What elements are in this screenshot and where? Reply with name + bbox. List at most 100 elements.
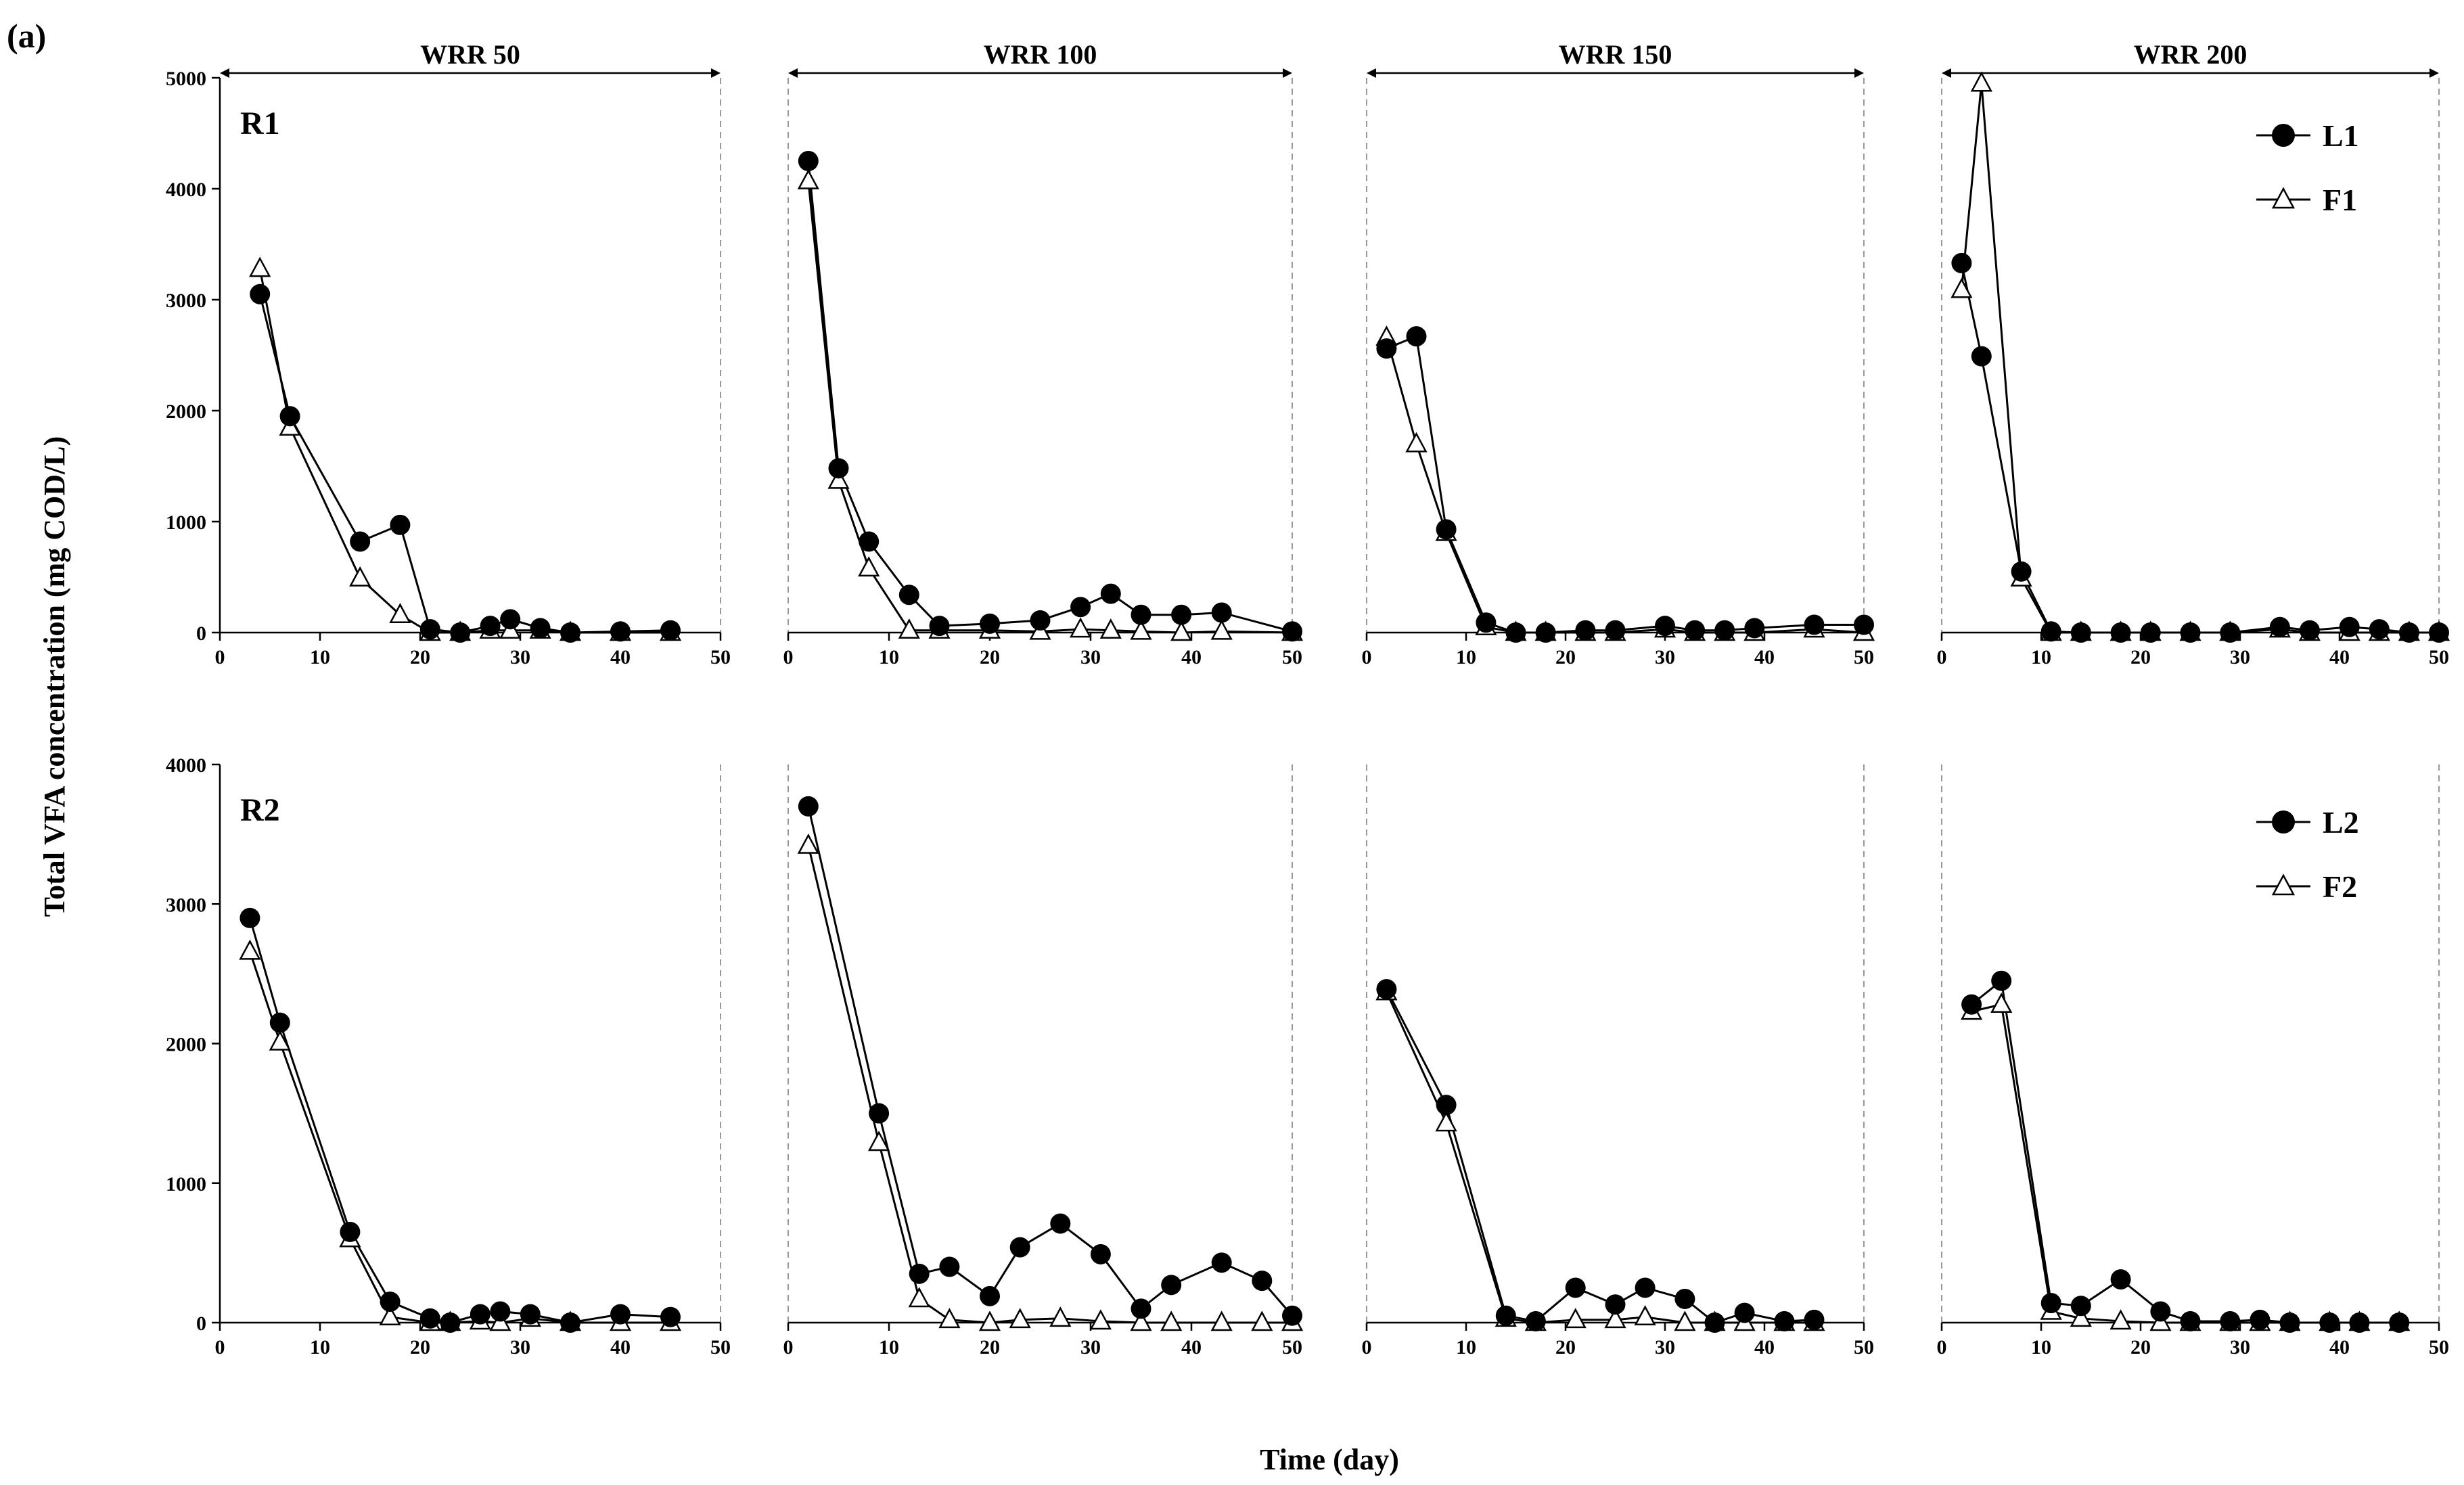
data-point-L2 <box>490 1301 511 1322</box>
y-tick-label: 2000 <box>166 1034 206 1056</box>
x-tick-label: 10 <box>2031 1336 2051 1358</box>
x-tick-label: 0 <box>1362 646 1372 668</box>
series-line-F2 <box>248 951 670 1324</box>
y-tick-label: 1000 <box>166 1173 206 1195</box>
data-point-L2 <box>1436 1095 1457 1116</box>
period-arrow-head-right <box>1283 68 1292 78</box>
series-line-L2 <box>1971 978 2400 1324</box>
data-point-L1 <box>1131 604 1151 625</box>
data-point-L2 <box>909 1263 930 1284</box>
data-point-L2 <box>2110 1269 2131 1290</box>
data-point-L2 <box>1635 1277 1656 1298</box>
x-tick-label: 50 <box>1282 646 1302 668</box>
y-tick-label: 5000 <box>166 68 206 90</box>
x-tick-label: 10 <box>879 646 899 668</box>
legend-marker-open <box>2271 187 2296 209</box>
legend-label: L1 <box>2323 118 2359 153</box>
data-point-L1 <box>2140 622 2161 643</box>
data-point-L2 <box>2250 1309 2271 1330</box>
data-point-F1 <box>1950 277 1973 298</box>
data-point-L1 <box>859 531 880 552</box>
data-point-L1 <box>1282 621 1302 642</box>
x-tick-label: 0 <box>1937 646 1947 668</box>
data-point-L1 <box>1971 346 1992 367</box>
x-tick-label: 20 <box>410 1336 430 1358</box>
data-point-L2 <box>269 1012 290 1033</box>
data-point-L1 <box>419 619 440 640</box>
series-line-L2 <box>248 917 671 1324</box>
period-arrow-head-left <box>1367 68 1376 78</box>
data-point-F2 <box>1009 1308 1031 1329</box>
y-tick-label: 3000 <box>166 290 206 312</box>
y-tick-label: 4000 <box>166 179 206 201</box>
x-tick-label: 10 <box>1456 1336 1476 1358</box>
data-point-L2 <box>380 1292 401 1312</box>
data-point-L1 <box>2398 622 2419 643</box>
data-point-F2 <box>1435 1111 1457 1132</box>
data-point-F2 <box>1674 1310 1696 1331</box>
x-tick-label: 30 <box>510 646 530 668</box>
x-tick-label: 30 <box>1080 646 1101 668</box>
data-point-L2 <box>2319 1312 2340 1333</box>
data-point-F2 <box>797 833 819 854</box>
data-point-L1 <box>2269 616 2290 637</box>
series-line-F1 <box>807 181 1293 634</box>
x-tick-label: 10 <box>310 646 330 668</box>
data-point-L2 <box>1525 1310 1546 1331</box>
x-tick-label: 10 <box>879 1336 899 1358</box>
x-tick-label: 40 <box>610 1336 631 1358</box>
data-point-L1 <box>2180 622 2201 643</box>
data-point-L2 <box>560 1312 580 1333</box>
data-point-L2 <box>419 1308 440 1329</box>
y-tick-label: 0 <box>196 1312 206 1335</box>
x-axis-label: Time (day) <box>1260 1443 1399 1476</box>
x-tick-label: 40 <box>1181 646 1202 668</box>
series-line-F1 <box>258 268 670 634</box>
data-point-L2 <box>798 796 819 817</box>
period-label: WRR 200 <box>2134 39 2248 70</box>
data-point-L2 <box>2040 1293 2061 1314</box>
data-point-L1 <box>450 622 471 643</box>
x-tick-label: 30 <box>510 1336 530 1358</box>
x-tick-label: 50 <box>710 1336 731 1358</box>
x-tick-label: 10 <box>310 1336 330 1358</box>
x-tick-label: 20 <box>1555 646 1576 668</box>
data-point-F1 <box>1099 618 1122 639</box>
data-point-F1 <box>1405 432 1428 453</box>
series-line-F1 <box>1385 337 1865 634</box>
data-point-L2 <box>2220 1310 2241 1331</box>
data-point-L2 <box>1674 1288 1695 1309</box>
x-tick-label: 40 <box>610 646 631 668</box>
data-point-L2 <box>1282 1305 1302 1326</box>
series-line-F2 <box>807 845 1292 1324</box>
x-tick-label: 30 <box>1655 646 1675 668</box>
row-label: R1 <box>240 106 280 141</box>
data-point-F1 <box>797 168 819 189</box>
data-point-L2 <box>1050 1213 1071 1234</box>
data-point-L1 <box>1376 338 1397 359</box>
data-point-L1 <box>2110 622 2131 643</box>
data-point-L1 <box>2429 622 2449 643</box>
period-arrow-head-left <box>220 68 229 78</box>
data-point-L1 <box>560 622 580 643</box>
data-point-L2 <box>610 1304 631 1325</box>
data-point-L1 <box>1476 612 1497 633</box>
data-point-F2 <box>868 1130 890 1151</box>
data-point-L1 <box>1744 618 1765 639</box>
x-tick-label: 40 <box>1754 1336 1775 1358</box>
data-point-L1 <box>1655 616 1675 637</box>
data-point-F1 <box>1070 617 1092 638</box>
data-point-L1 <box>1685 620 1706 641</box>
data-point-F2 <box>2109 1309 2132 1330</box>
legend-marker-filled <box>2272 810 2295 833</box>
data-point-L2 <box>1252 1271 1273 1292</box>
x-tick-label: 0 <box>1937 1336 1947 1358</box>
data-point-F1 <box>389 603 411 624</box>
period-label: WRR 100 <box>984 39 1097 70</box>
data-point-L2 <box>1376 979 1397 1000</box>
series-line-F1 <box>1960 83 2439 634</box>
x-tick-label: 30 <box>1655 1336 1675 1358</box>
data-point-L1 <box>250 283 271 304</box>
x-tick-label: 20 <box>2130 646 2151 668</box>
